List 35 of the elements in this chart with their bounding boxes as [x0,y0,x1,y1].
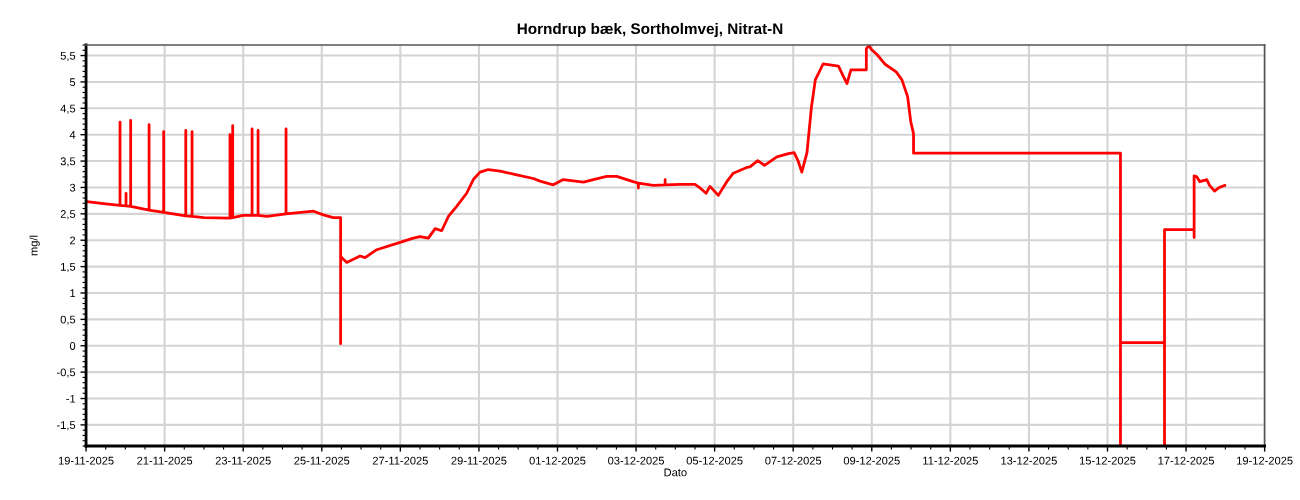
y-tick-label: -0,5 [56,368,76,378]
line-series [86,45,1227,446]
y-tick-label: 0 [69,342,76,350]
x-tick-label: 03-12-2025 [608,456,665,465]
x-tick-label: 11-12-2025 [923,456,978,465]
x-tick-label: 07-12-2025 [765,456,822,465]
y-tick-label: 1 [70,289,76,298]
y-tick-label: 2,5 [60,210,76,220]
y-tick-label: 2 [70,236,76,245]
y-tick-label: -1,5 [56,421,76,431]
x-tick-label: 25-11-2025 [294,456,350,465]
y-tick-label: 3,5 [60,157,76,167]
y-tick-label: 1,5 [61,262,76,273]
x-tick-label: 15-12-2025 [1079,456,1136,465]
y-tick-label: 5,5 [60,51,76,61]
x-tick-label: 19-11-2025 [58,456,114,465]
x-tick-label: 23-11-2025 [215,456,271,465]
x-tick-label: 19-12-2025 [1237,456,1293,465]
x-axis-title: Dato [664,468,687,477]
x-tick-label: 29-11-2025 [451,456,507,465]
x-tick-label: 27-11-2025 [372,456,428,465]
chart-title: Horndrup bæk, Sortholmvej, Nitrat-N [517,22,783,38]
x-tick-label: 01-12-2025 [529,456,586,465]
y-tick-label: -1 [66,394,76,403]
x-tick-label: 05-12-2025 [686,456,743,465]
y-tick-label: 5 [69,78,76,87]
y-tick-label: 3 [69,183,76,192]
x-tick-label: 17-12-2025 [1158,456,1215,465]
x-tick-label: 13-12-2025 [1001,456,1057,465]
x-tick-label: 21-11-2025 [137,456,193,465]
x-tick-label: 09-12-2025 [843,456,900,465]
y-tick-label: 4 [69,131,76,139]
y-tick-label: 0,5 [60,315,76,325]
y-axis-title: mg/l [29,235,40,256]
y-tick-label: 4,5 [60,104,76,114]
